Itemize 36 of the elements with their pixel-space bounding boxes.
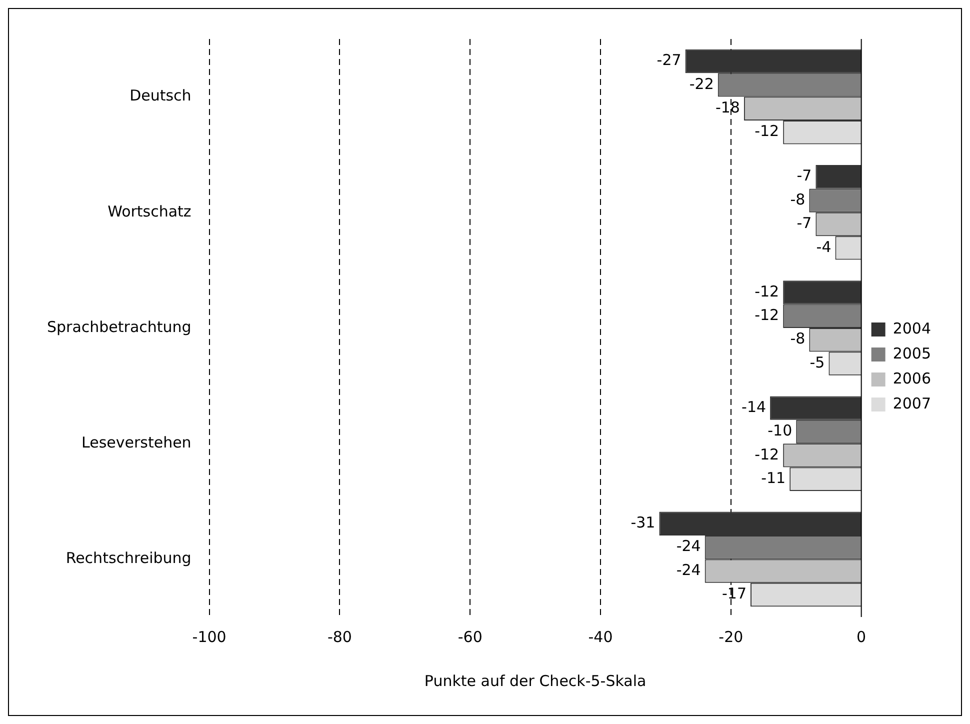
data-label: -18 (715, 98, 740, 117)
data-label: -31 (630, 514, 656, 532)
y-tick-label: Rechtschreibung (66, 549, 192, 568)
data-label: -24 (676, 537, 701, 556)
data-label: -24 (676, 560, 701, 579)
x-tick-label: -60 (458, 628, 482, 646)
data-label: -17 (722, 584, 746, 603)
data-label: -14 (742, 398, 766, 416)
data-label: -22 (689, 74, 714, 93)
y-tick-label: Deutsch (130, 86, 192, 105)
data-label: -4 (816, 238, 832, 256)
legend-label: 2004 (892, 319, 932, 338)
data-label: -5 (810, 353, 825, 372)
data-label: -27 (656, 51, 682, 70)
legend-label: 2005 (892, 344, 932, 362)
data-label: -12 (754, 306, 780, 324)
data-label: -7 (796, 214, 812, 232)
x-tick-label: -100 (192, 628, 226, 646)
x-tick-label: -20 (718, 628, 744, 646)
y-tick-label: Sprachbetrachtung (46, 318, 192, 336)
y-tick-label: Wortschatz (108, 202, 192, 220)
data-label: -10 (768, 422, 792, 440)
data-label: -12 (754, 445, 780, 464)
data-label: -8 (790, 330, 806, 348)
x-tick-label: -80 (327, 628, 352, 646)
data-label: -8 (790, 190, 806, 208)
legend-label: 2006 (892, 369, 932, 388)
data-label: -12 (754, 282, 780, 300)
x-tick-label: -40 (588, 628, 613, 646)
legend-label: 2007 (892, 394, 932, 412)
x-axis-title: Punkte auf der Check-5-Skala (424, 672, 646, 690)
data-label: -11 (761, 469, 786, 488)
y-tick-label: Leseverstehen (82, 433, 192, 452)
x-tick-label: 0 (856, 628, 866, 646)
data-label: -7 (796, 166, 812, 185)
data-label: -12 (754, 122, 780, 140)
